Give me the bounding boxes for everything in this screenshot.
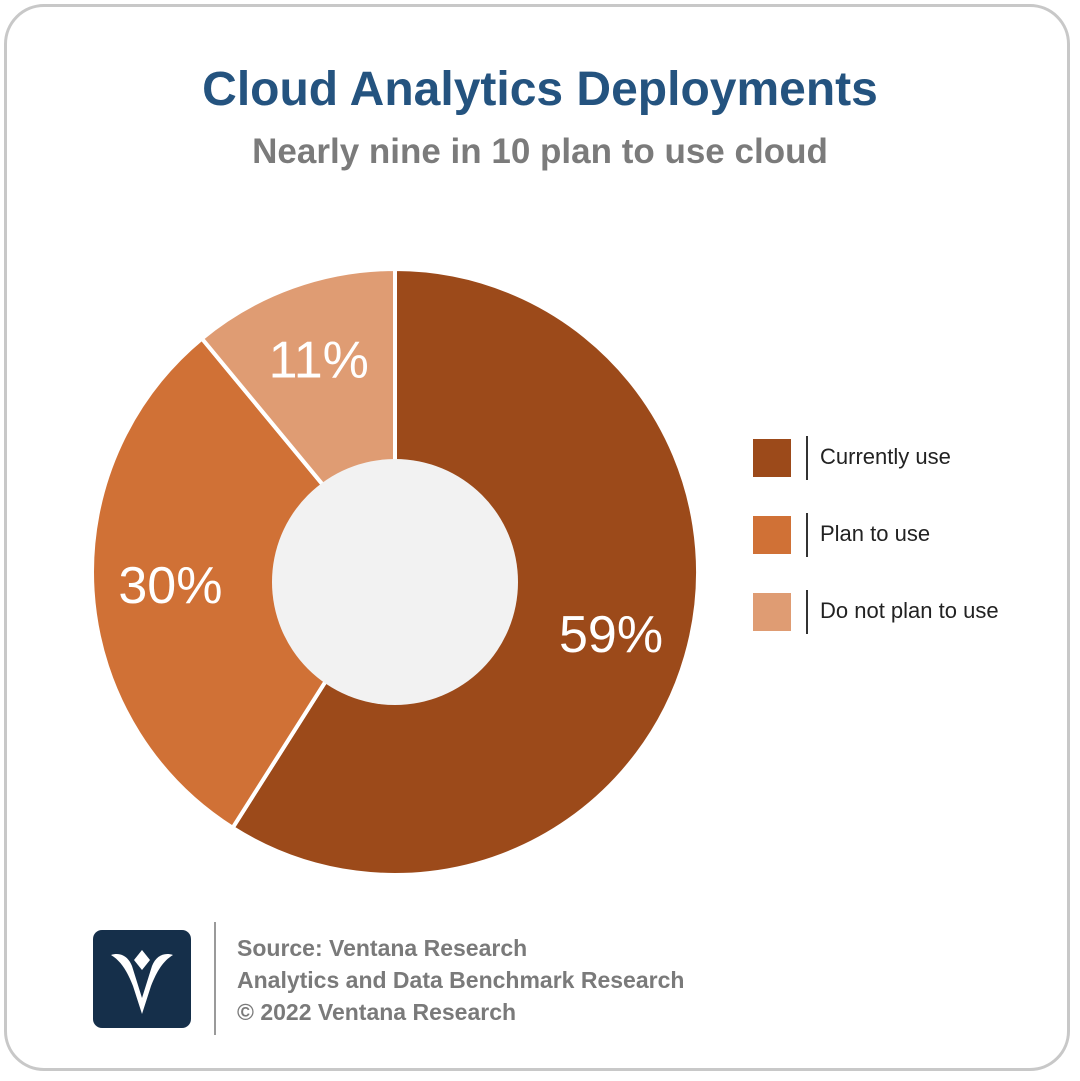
source-line-1: Source: Ventana Research [237,935,528,961]
ventana-logo-icon [93,930,191,1028]
legend-item-do-not-plan-to-use: Do not plan to use [753,590,1053,634]
legend-label-plan-to-use: Plan to use [820,521,931,546]
legend-swatch-currently-use [753,439,791,477]
source-line-2: Analytics and Data Benchmark Research [237,967,685,993]
chart-title: Cloud Analytics Deployments [202,63,878,116]
legend-divider [806,436,808,480]
slice-label-do-not-plan-to-use: 11% [269,331,369,389]
source-line-3: © 2022 Ventana Research [237,999,517,1025]
legend-swatch-plan-to-use [753,516,791,554]
legend-label-do-not-plan-to-use: Do not plan to use [820,598,999,623]
legend-divider [806,590,808,634]
donut-center [272,459,518,705]
legend-swatch-do-not-plan-to-use [753,593,791,631]
slice-label-plan-to-use: 30% [118,557,222,615]
legend-label-currently-use: Currently use [820,444,951,469]
slice-labels: 59% 30% 11% [118,331,663,663]
footer-divider [214,922,216,1035]
pie-slice-plan-to-use [90,335,398,831]
legend-item-currently-use: Currently use [753,436,1053,480]
legend-item-plan-to-use: Plan to use [753,513,1053,557]
chart-subtitle: Nearly nine in 10 plan to use cloud [252,132,828,171]
legend-divider [806,513,808,557]
slice-label-currently-use: 59% [559,606,663,664]
